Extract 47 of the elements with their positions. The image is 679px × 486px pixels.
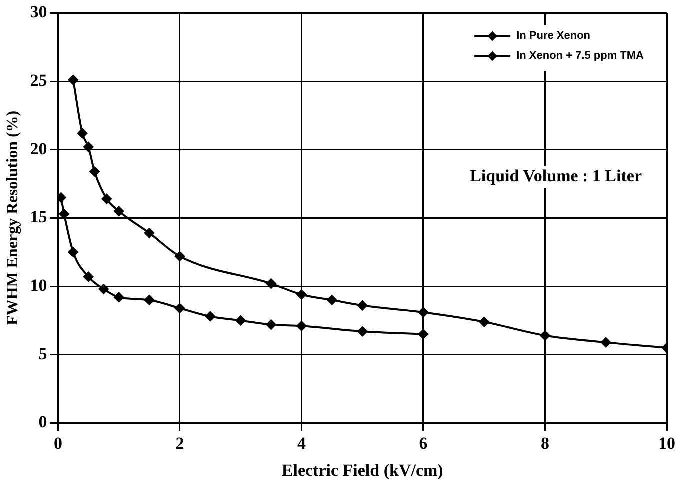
y-tick-label: 25: [30, 70, 48, 90]
point: [102, 194, 112, 204]
x-tick-label: 0: [54, 434, 62, 453]
point: [59, 209, 70, 220]
point: [358, 326, 368, 337]
point: [174, 303, 185, 314]
point: [78, 128, 88, 138]
point: [68, 75, 78, 86]
x-tick-label: 6: [419, 434, 428, 453]
point: [418, 329, 428, 340]
point: [266, 320, 276, 330]
y-tick-label: 15: [30, 208, 48, 227]
point: [144, 228, 155, 238]
point: [68, 247, 78, 258]
point: [358, 300, 368, 311]
point: [418, 308, 428, 318]
y-tick-label: 30: [30, 2, 48, 22]
x-tick-label: 8: [540, 434, 550, 453]
x-tick-label: 2: [176, 434, 184, 453]
y-tick-label: 20: [30, 139, 48, 158]
point: [84, 142, 94, 152]
point: [98, 284, 109, 294]
point: [296, 321, 307, 332]
point: [236, 316, 246, 326]
x-tick-label: 4: [297, 434, 306, 453]
y-tick-label: 5: [38, 344, 48, 364]
point: [114, 206, 124, 216]
legend-label: In Pure Xenon: [516, 30, 591, 42]
point: [114, 292, 124, 302]
x-axis-title: Electric Field (kV/cm): [282, 461, 444, 480]
annotation: Liquid Volume : 1 Liter: [470, 166, 642, 186]
point: [540, 330, 550, 341]
legend-label: In Xenon + 7.5 ppm TMA: [516, 50, 644, 62]
x-tick-label: 10: [658, 434, 676, 453]
point: [84, 272, 94, 282]
point: [601, 338, 612, 348]
y-tick-label: 10: [30, 276, 48, 295]
point: [144, 295, 155, 306]
point: [327, 295, 338, 306]
point: [479, 317, 490, 328]
point: [205, 312, 216, 322]
point: [266, 278, 276, 289]
point: [174, 251, 185, 262]
point: [296, 290, 307, 300]
y-tick-label: 0: [38, 412, 48, 432]
y-axis-title: FWHM Energy Resolution (%): [4, 110, 22, 326]
point: [90, 166, 100, 177]
